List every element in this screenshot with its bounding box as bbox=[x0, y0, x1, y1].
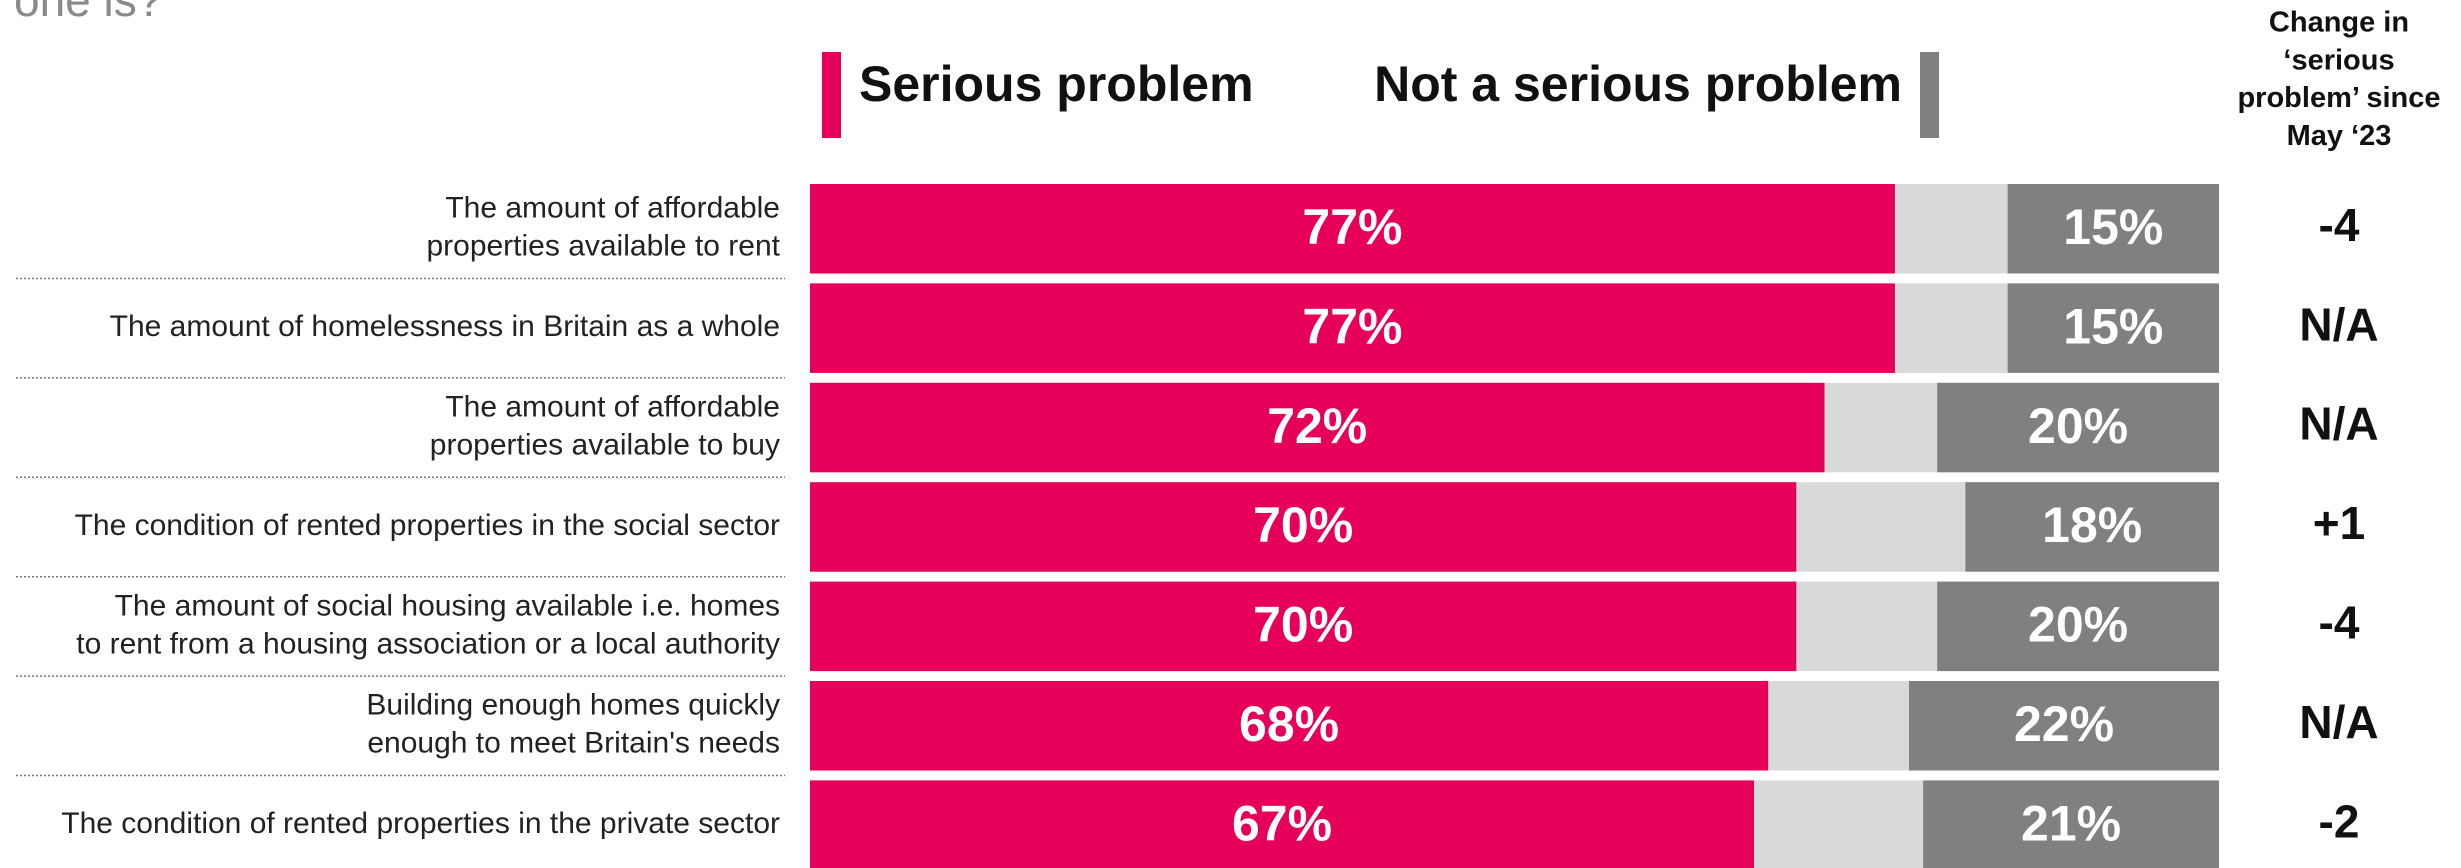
bar bbox=[810, 382, 1825, 473]
legend-swatch bbox=[1920, 52, 1939, 138]
change-value: +1 bbox=[2313, 497, 2365, 549]
change-value: -2 bbox=[2319, 795, 2360, 847]
change-value: N/A bbox=[2299, 398, 2378, 450]
change-header: ‘serious bbox=[2283, 44, 2394, 76]
category-label: to rent from a housing association or a … bbox=[76, 627, 780, 660]
value-label: 15% bbox=[2063, 298, 2163, 354]
bar bbox=[2007, 283, 2219, 373]
category-label: The amount of homelessness in Britain as… bbox=[110, 310, 780, 343]
category-label: enough to meet Britain's needs bbox=[367, 727, 780, 760]
change-value: -4 bbox=[2319, 199, 2360, 251]
bar bbox=[1965, 482, 2219, 572]
bar bbox=[810, 581, 1797, 672]
category-label: The condition of rented properties in th… bbox=[61, 807, 780, 840]
change-header: May ‘23 bbox=[2287, 120, 2392, 152]
value-label: 70% bbox=[1253, 497, 1353, 553]
legend-label: Serious problem bbox=[859, 56, 1254, 112]
category-label: The condition of rented properties in th… bbox=[75, 509, 780, 542]
change-header: Change in bbox=[2269, 7, 2409, 39]
value-label: 68% bbox=[1239, 696, 1339, 752]
value-label: 20% bbox=[2028, 597, 2128, 653]
value-label: 72% bbox=[1267, 398, 1367, 454]
category-label: The amount of social housing available i… bbox=[115, 589, 780, 622]
change-value: N/A bbox=[2299, 298, 2378, 350]
legend-label: Not a serious problem bbox=[1374, 56, 1902, 112]
bar bbox=[810, 184, 1895, 274]
change-header: problem’ since bbox=[2237, 82, 2440, 114]
category-label: properties available to buy bbox=[430, 428, 780, 461]
value-label: 77% bbox=[1302, 199, 1402, 255]
value-label: 21% bbox=[2021, 795, 2121, 851]
change-value: -4 bbox=[2319, 597, 2360, 649]
value-label: 70% bbox=[1253, 597, 1353, 653]
bar bbox=[810, 780, 1755, 868]
category-label: The amount of affordable bbox=[445, 192, 780, 225]
category-label: The amount of affordable bbox=[445, 390, 780, 423]
category-label: properties available to rent bbox=[426, 230, 780, 263]
change-value: N/A bbox=[2299, 696, 2378, 748]
legend-swatch bbox=[822, 52, 841, 138]
value-label: 77% bbox=[1302, 298, 1402, 354]
value-label: 67% bbox=[1232, 795, 1332, 851]
bar bbox=[2007, 184, 2219, 274]
bar bbox=[810, 283, 1895, 373]
category-label: Building enough homes quickly bbox=[366, 689, 780, 722]
bar bbox=[1923, 780, 2219, 868]
value-label: 22% bbox=[2014, 696, 2114, 752]
bar bbox=[1937, 581, 2219, 672]
subtitle: one is? bbox=[14, 0, 162, 26]
value-label: 20% bbox=[2028, 398, 2128, 454]
bar bbox=[810, 681, 1769, 771]
bar bbox=[1937, 382, 2219, 473]
bar bbox=[1909, 681, 2219, 771]
value-label: 18% bbox=[2042, 497, 2142, 553]
bar bbox=[810, 482, 1797, 572]
value-label: 15% bbox=[2063, 199, 2163, 255]
